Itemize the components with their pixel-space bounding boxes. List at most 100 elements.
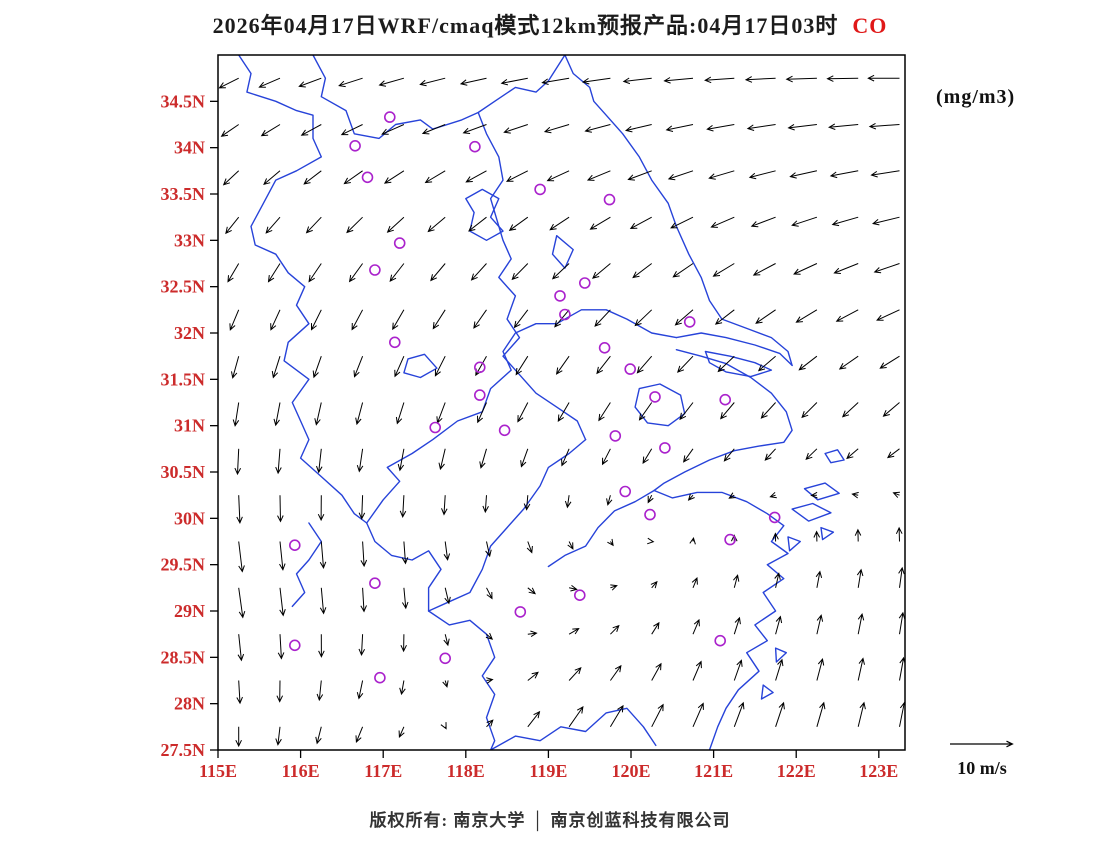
wind-arrow (218, 77, 239, 89)
station-circle (714, 634, 727, 647)
station-circle (369, 577, 381, 590)
wind-arrow (511, 263, 529, 281)
wind-arrow (473, 309, 487, 329)
wind-arrow (444, 587, 451, 605)
map-boundary-yangtze-estuary-north-bank (675, 332, 793, 367)
wind-arrow (667, 170, 694, 181)
wind-arrow (750, 216, 776, 228)
wind-arrow (629, 216, 652, 230)
wind-arrow (465, 170, 487, 183)
wind-arrow (746, 124, 776, 131)
wind-arrow (596, 355, 611, 375)
wind-arrow (873, 263, 900, 274)
wind-arrow (674, 309, 694, 326)
lat-tick-label: 32.5N (161, 277, 206, 297)
wind-arrow (276, 680, 284, 703)
wind-arrow (706, 124, 735, 132)
wind-arrow (513, 309, 529, 329)
wind-arrow (267, 263, 281, 283)
wind-arrow (236, 495, 243, 524)
wind-arrow (258, 77, 281, 88)
station-circle (439, 652, 452, 665)
wind-arrow (670, 216, 694, 229)
wind-arrow (311, 309, 322, 331)
wind-arrow (398, 726, 405, 739)
chart-title: 2026年04月17日WRF/cmaq模式12km预报产品:04月17日03时 C… (0, 8, 1100, 40)
station-circle (768, 511, 781, 524)
wind-arrow (517, 402, 529, 423)
lon-tick-label: 122E (777, 761, 816, 781)
wind-arrow (846, 448, 859, 460)
wind-arrow (764, 448, 776, 461)
wind-arrow (810, 491, 818, 499)
wind-arrow (815, 570, 823, 588)
wind-arrow (692, 660, 702, 681)
wind-arrow (785, 75, 817, 83)
wind-arrow (430, 263, 446, 282)
wind-arrow (651, 662, 662, 681)
wind-scale-arrow (950, 740, 1014, 748)
wind-arrow (898, 611, 905, 635)
station-circle (624, 363, 637, 375)
wind-arrow (275, 448, 282, 475)
wind-arrow (340, 124, 363, 136)
map-boundary-zhejiang-anhui-border (427, 438, 587, 612)
station-circle (619, 485, 632, 498)
wind-arrow (728, 492, 736, 499)
wind-arrow (523, 495, 531, 511)
wind-arrow (857, 612, 865, 635)
wind-arrow (708, 170, 735, 180)
wind-arrow (265, 216, 281, 234)
station-circle (719, 393, 732, 406)
wind-arrow (346, 216, 363, 234)
wind-arrow (816, 614, 824, 635)
wind-arrow (704, 76, 735, 84)
map-boundary-zhoushan-island-1 (791, 502, 832, 522)
wind-arrow (793, 263, 818, 275)
wind-arrow (459, 77, 487, 86)
lon-tick-label: 117E (364, 761, 402, 781)
wind-arrow (857, 657, 865, 681)
station-circle (554, 290, 566, 302)
wind-arrow (383, 170, 405, 184)
wind-arrow (305, 216, 322, 234)
wind-arrow (805, 448, 818, 460)
station-circle (534, 183, 546, 196)
lat-tick-label: 29N (174, 601, 205, 621)
wind-arrow (672, 263, 694, 278)
wind-arrow (360, 587, 367, 613)
wind-arrow (238, 541, 245, 573)
station-circle (609, 430, 622, 442)
map-boundary-jiangxi-anhui-border (366, 522, 442, 612)
wind-arrow (564, 495, 572, 509)
station-circle (369, 264, 381, 276)
station-circle (659, 442, 671, 454)
wind-arrow (663, 77, 694, 84)
wind-arrow (479, 448, 487, 469)
wind-arrow (622, 77, 652, 85)
lat-tick-label: 27.5N (161, 740, 206, 760)
wind-arrow (303, 170, 322, 185)
wind-arrow (772, 532, 779, 542)
wind-arrow (638, 402, 653, 421)
wind-arrow (318, 634, 325, 658)
wind-arrow (424, 170, 446, 184)
wind-arrow (775, 615, 783, 635)
station-circle (388, 336, 401, 349)
station-circle (603, 193, 616, 206)
wind-arrow (798, 355, 818, 371)
wind-arrow (486, 587, 493, 600)
map-boundary-chaohu-lake (403, 353, 438, 379)
wind-arrow (557, 402, 570, 422)
wind-arrow (610, 584, 618, 591)
map-boundary-island-5 (820, 526, 835, 541)
wind-arrow (882, 402, 900, 417)
wind-arrow (401, 541, 409, 565)
wind-arrow (816, 657, 825, 681)
wind-arrow (720, 402, 735, 420)
wind-arrow (551, 263, 570, 280)
wind-arrow (260, 124, 281, 137)
wind-arrow (308, 263, 322, 283)
wind-arrow (275, 726, 282, 746)
